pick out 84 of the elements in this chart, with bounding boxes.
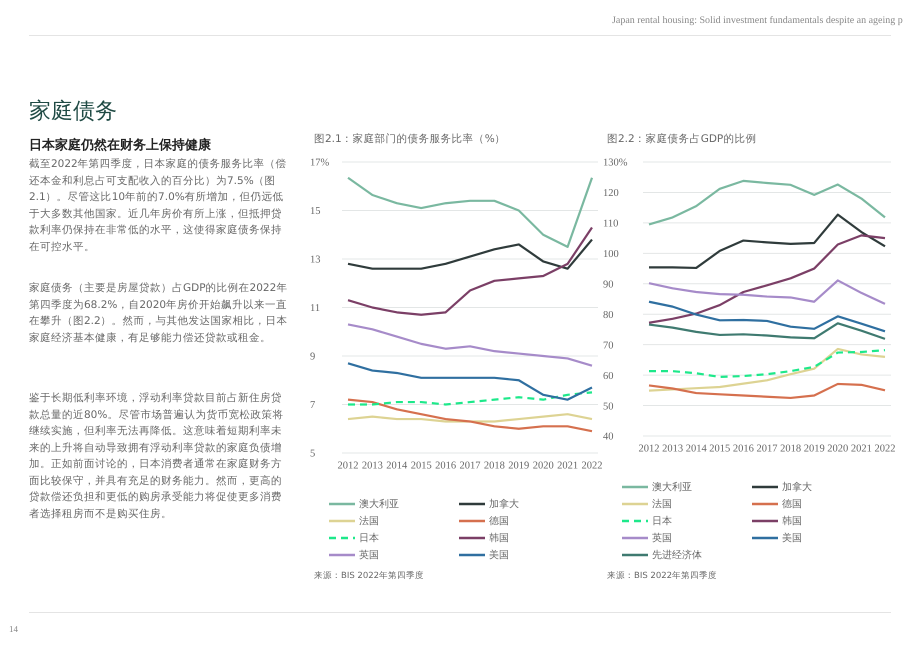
line-series <box>346 391 594 406</box>
line-series <box>648 234 886 324</box>
y-tick-label: 60 <box>603 370 614 382</box>
y-tick-label: 70 <box>603 340 614 352</box>
line-series <box>648 322 886 340</box>
legend-label: 法国 <box>359 514 379 528</box>
x-tick-label: 2013 <box>662 443 684 454</box>
x-tick-label: 2017 <box>460 460 480 472</box>
text: Japan rental housing: Solid investment fundamentals despite an ageing p <box>612 15 903 26</box>
chart-title: 图2.2：家庭债务占GDP的比例 <box>607 132 758 147</box>
legend-label: 德国 <box>782 498 802 511</box>
line-series <box>346 323 594 367</box>
line-series <box>648 279 886 305</box>
legend-label: 英国 <box>652 532 672 545</box>
source-note: 来源：BIS 2022年第四季度 <box>314 571 424 581</box>
y-tick-label: 90 <box>603 280 614 291</box>
line-series <box>648 180 886 226</box>
x-tick-label: 2013 <box>362 460 383 472</box>
line-series <box>346 362 594 401</box>
x-tick-label: 2020 <box>532 460 554 472</box>
text: 日本家庭仍然在财务上保持健康 <box>29 136 212 154</box>
text: 14 <box>9 624 18 634</box>
y-tick-label: 5 <box>310 448 316 460</box>
x-tick-label: 2015 <box>709 443 730 454</box>
y-tick-label: 7 <box>310 400 316 412</box>
legend-label: 日本 <box>652 514 672 528</box>
line-series <box>648 348 886 392</box>
line-series <box>648 349 886 378</box>
legend-label: 德国 <box>489 515 509 528</box>
x-tick-label: 2014 <box>386 460 408 472</box>
text: 家庭债务 <box>29 98 117 126</box>
x-tick-label: 2022 <box>582 460 602 472</box>
y-tick-label: 110 <box>603 218 618 230</box>
x-tick-label: 2012 <box>338 460 358 472</box>
y-tick-label: 9 <box>310 352 316 363</box>
y-tick-label: 100 <box>603 249 619 260</box>
chart-title: 图2.1：家庭部门的债务服务比率（%） <box>314 133 506 145</box>
line-series <box>648 300 886 332</box>
legend-label: 加拿大 <box>489 498 519 511</box>
x-tick-label: 2016 <box>732 443 754 454</box>
text: 家庭债务（主要是房屋贷款）占GDP的比例在2022年第四季度为68.2%，自2020年房价开始飙升以来一直在攀升（图2.2）。然而，与其他发达国家相比，日本家庭经济基本健康，有足够能力偿还贷款或租金。 <box>29 281 289 346</box>
legend-label: 英国 <box>359 548 379 562</box>
x-tick-label: 2015 <box>410 460 432 472</box>
legend-label: 澳大利亚 <box>359 498 399 511</box>
legend-label: 先进经济体 <box>652 548 702 562</box>
line-series <box>346 398 594 432</box>
line-series <box>648 214 886 270</box>
y-tick-label: 130% <box>603 158 628 169</box>
legend-label: 法国 <box>652 498 672 511</box>
legend-label: 美国 <box>489 548 509 562</box>
y-tick-label: 15 <box>310 206 320 218</box>
line-series <box>346 413 594 423</box>
x-tick-label: 2012 <box>638 443 660 454</box>
legend-label: 韩国 <box>489 532 509 545</box>
x-tick-label: 2017 <box>756 443 778 454</box>
x-tick-label: 2020 <box>827 443 848 454</box>
x-tick-label: 2018 <box>484 460 505 472</box>
legend-label: 韩国 <box>782 514 802 528</box>
text: 截至2022年第四季度，日本家庭的债务服务比率（偿还本金和利息占可支配收入的百分比）为7.5%（图2.1）。尽管这比10年前的7.0%有所增加，但仍远低于大多数其他国家。近几年房价有所上涨，但抵押贷款利率仍保持在非常低的水平，这使得家庭债务保持在可控水平。 <box>29 157 288 254</box>
legend-label: 加拿大 <box>782 480 812 494</box>
line-series <box>346 238 594 270</box>
legend-label: 澳大利亚 <box>652 480 692 494</box>
legend-label: 美国 <box>782 532 802 545</box>
x-tick-label: 2016 <box>435 460 456 472</box>
x-tick-label: 2019 <box>508 460 530 472</box>
x-tick-label: 2022 <box>874 443 896 454</box>
y-tick-label: 13 <box>310 254 320 266</box>
x-tick-label: 2019 <box>804 443 825 454</box>
y-tick-label: 120 <box>603 188 619 200</box>
y-tick-label: 80 <box>603 310 614 321</box>
y-tick-label: 11 <box>310 303 320 314</box>
y-tick-label: 40 <box>603 432 614 443</box>
line-series <box>346 176 594 248</box>
x-tick-label: 2021 <box>557 460 578 472</box>
text: 鉴于长期低利率环境，浮动利率贷款目前占新住房贷款总量的近80%。尽管市场普遍认为货币宽松政策将继续实施，但利率无法再降低。这意味着短期利率未来的上升将自动导致拥有浮动利率贷款的家庭负债增加。正如前面讨论的，日本消费者通常在家庭财务方面比较保守，并具有充足的财务能力。然而，更高的贷款偿还负担和更低的购房承受能力将促使更多消费者选择租房而不是购买住房。 <box>29 391 284 522</box>
x-tick-label: 2021 <box>850 443 872 454</box>
source-note: 来源：BIS 2022年第四季度 <box>607 570 718 582</box>
legend-label: 日本 <box>359 532 379 545</box>
line-series <box>648 382 886 400</box>
line-series <box>346 226 594 316</box>
x-tick-label: 2018 <box>780 443 802 454</box>
y-tick-label: 50 <box>603 401 614 412</box>
y-tick-label: 17% <box>310 158 330 169</box>
x-tick-label: 2014 <box>686 443 708 454</box>
